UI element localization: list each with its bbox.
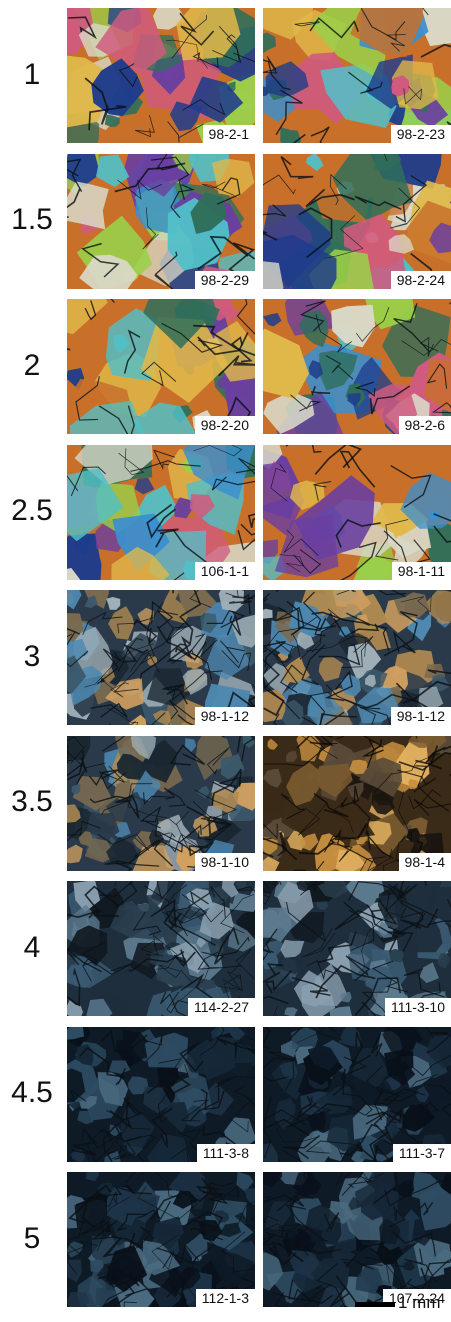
shock-stage-label: 4 [23,930,41,964]
micrograph-right: 98-2-24 [263,153,451,289]
thin-section-image [67,881,255,1016]
sample-id-label: 98-2-20 [194,416,255,434]
sample-id-label: 98-2-6 [398,416,451,434]
thin-section-image [263,153,451,289]
micrograph-left: 98-2-29 [67,153,255,289]
sample-id-label: 98-1-10 [194,852,255,871]
sample-id-label: 106-1-1 [194,561,255,580]
micrograph-left: 114-2-27 [67,881,255,1016]
sample-id-label: 111-3-10 [385,998,451,1016]
micrograph-right: 98-1-12 [263,590,451,725]
micrograph-right: 107-2-24 [263,1172,451,1307]
thin-section-image [67,444,255,580]
thin-section-image [263,590,451,725]
sample-id-label: 98-1-12 [390,707,451,725]
shock-stage-label: 1.5 [11,203,53,236]
sample-id-label: 107-2-24 [382,1289,451,1307]
shock-stage-label: 3 [23,639,41,673]
sample-id-label: 114-2-27 [187,998,255,1016]
thin-section-image [263,1026,451,1162]
shock-stage-label: 2.5 [11,494,53,527]
thin-section-image [263,881,451,1016]
scale-bar [355,1302,395,1307]
sample-id-label: 98-2-23 [390,125,451,143]
thin-section-image [67,735,255,871]
thin-section-image [67,1172,255,1307]
shock-stage-label: 2 [23,348,41,382]
thin-section-image [67,1026,255,1162]
sample-id-label: 111-3-8 [196,1143,255,1162]
thin-section-image [67,299,255,434]
thin-section-image [263,299,451,434]
sample-id-label: 98-1-4 [398,852,451,871]
micrograph-left: 98-2-20 [67,299,255,434]
thin-section-image [67,590,255,725]
sample-id-label: 98-2-29 [194,270,255,289]
micrograph-right: 111-3-7 [263,1026,451,1162]
shock-stage-label: 3.5 [11,785,53,818]
scale-bar-label: 1 mm [398,1293,441,1312]
micrograph-left: 112-1-3 [67,1172,255,1307]
sample-id-label: 112-1-3 [195,1289,255,1307]
sample-id-label: 98-1-11 [391,561,451,580]
shock-stage-label: 4.5 [11,1076,53,1109]
micrograph-left: 98-1-10 [67,735,255,871]
sample-id-label: 111-3-7 [392,1143,451,1162]
micrograph-left: 106-1-1 [67,444,255,580]
sample-id-label: 98-2-1 [202,125,255,143]
micrograph-left: 98-2-1 [67,8,255,143]
thin-section-image [67,153,255,289]
shock-stage-label: 5 [23,1221,41,1255]
micrograph-right: 98-2-6 [263,299,451,434]
micrograph-left: 111-3-8 [67,1026,255,1162]
micrograph-left: 98-1-12 [67,590,255,725]
shock-stage-label: 1 [23,57,41,91]
thin-section-image [263,8,451,143]
thin-section-image [263,735,451,871]
micrograph-right: 98-1-11 [263,444,451,580]
sample-id-label: 98-1-12 [194,707,255,725]
thin-section-image [263,1172,451,1307]
thin-section-image [263,444,451,580]
micrograph-right: 111-3-10 [263,881,451,1016]
micrograph-right: 98-1-4 [263,735,451,871]
micrograph-right: 98-2-23 [263,8,451,143]
sample-id-label: 98-2-24 [390,270,451,289]
thin-section-image [67,8,255,143]
